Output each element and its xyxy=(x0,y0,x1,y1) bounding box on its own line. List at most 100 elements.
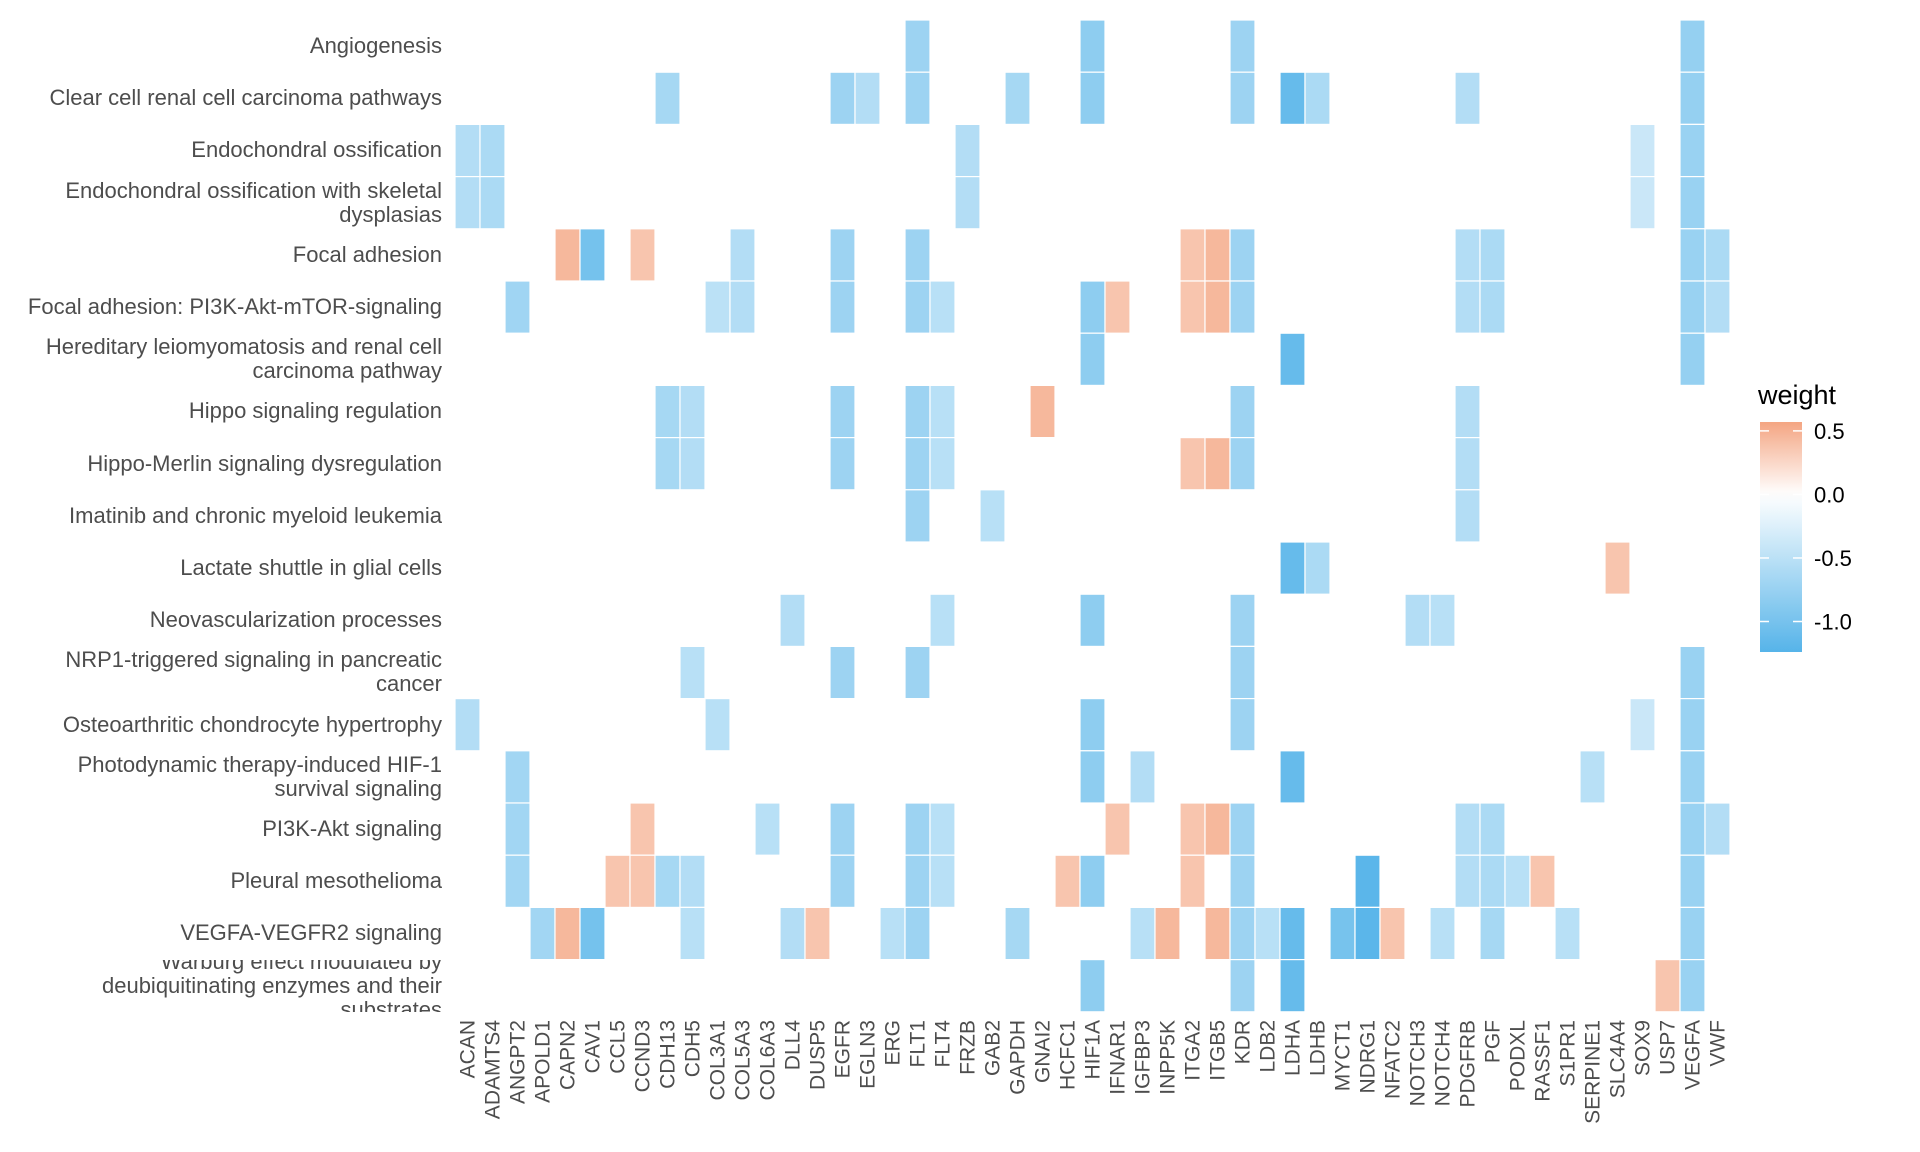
x-tick-label: NOTCH4 xyxy=(1432,1020,1455,1107)
heatmap-cell xyxy=(1279,541,1306,595)
x-tick-label: GAPDH xyxy=(1007,1020,1030,1095)
heatmap-cell xyxy=(1079,697,1106,752)
heatmap-cell xyxy=(579,906,606,961)
heatmap-cell xyxy=(804,906,831,961)
heatmap-cell xyxy=(654,71,681,125)
heatmap-cell xyxy=(1229,906,1256,961)
heatmap-cell xyxy=(1229,437,1256,491)
legend-colorbar xyxy=(1760,422,1802,652)
x-tick-label: NDRG1 xyxy=(1357,1020,1380,1094)
heatmap-cell xyxy=(1454,854,1481,909)
heatmap-cell xyxy=(504,854,531,909)
x-tick-label: CCL5 xyxy=(607,1020,630,1074)
heatmap-cell xyxy=(1079,854,1106,909)
heatmap-cell xyxy=(1454,280,1481,334)
x-tick-label: SOX9 xyxy=(1632,1020,1655,1076)
heatmap-cell xyxy=(479,123,506,178)
heatmap-cell xyxy=(1054,854,1081,909)
heatmap-cell xyxy=(679,437,706,491)
x-tick-label: SERPINE1 xyxy=(1582,1020,1605,1124)
heatmap-cell xyxy=(504,802,531,856)
heatmap-cell xyxy=(1454,384,1481,439)
x-tick-label: VEGFA xyxy=(1682,1020,1705,1090)
heatmap-cell xyxy=(904,71,931,125)
heatmap-cell xyxy=(904,228,931,282)
heatmap-cell xyxy=(1079,280,1106,334)
x-tick-label: PDGFRB xyxy=(1457,1020,1480,1108)
heatmap-cell xyxy=(1279,958,1306,1013)
heatmap-cell xyxy=(679,384,706,439)
heatmap-cell xyxy=(1129,750,1156,804)
heatmap-cell xyxy=(1254,906,1281,961)
heatmap-cell xyxy=(1229,19,1256,73)
heatmap-cell xyxy=(979,489,1006,543)
legend-title: weight xyxy=(1757,380,1837,410)
heatmap-cell xyxy=(1154,906,1181,961)
x-tick-label: CDH5 xyxy=(682,1020,705,1077)
heatmap-cell xyxy=(679,906,706,961)
heatmap-cell xyxy=(1679,228,1706,282)
heatmap-cell xyxy=(1104,280,1131,334)
heatmap-cell xyxy=(1354,854,1381,909)
x-tick-label: HCFC1 xyxy=(1057,1020,1080,1090)
heatmap-cell xyxy=(1229,645,1256,700)
heatmap-cell xyxy=(1179,280,1206,334)
heatmap-cell xyxy=(904,280,931,334)
heatmap-cell xyxy=(1279,332,1306,387)
heatmap-cell xyxy=(504,280,531,334)
x-tick-label: DLL4 xyxy=(782,1020,805,1071)
heatmap-cell xyxy=(654,854,681,909)
x-tick-label: S1PR1 xyxy=(1557,1020,1580,1087)
heatmap-cell xyxy=(779,906,806,961)
x-tick-label: HIF1A xyxy=(1082,1020,1105,1080)
heatmap-cell xyxy=(1079,332,1106,387)
heatmap-cell xyxy=(654,437,681,491)
heatmap-cell xyxy=(1279,906,1306,961)
heatmap-cell xyxy=(1079,593,1106,648)
heatmap-cell xyxy=(629,854,656,909)
heatmap-cell xyxy=(1179,228,1206,282)
heatmap-cell xyxy=(629,228,656,282)
heatmap-cell xyxy=(929,437,956,491)
x-tick-label: PODXL xyxy=(1507,1020,1530,1091)
heatmap-cell xyxy=(904,437,931,491)
x-tick-label: APOLD1 xyxy=(532,1020,555,1103)
x-tick-label: DUSP5 xyxy=(807,1020,830,1090)
heatmap-cell xyxy=(1229,384,1256,439)
heatmap-cell xyxy=(1229,958,1256,1013)
x-tick-label: KDR xyxy=(1232,1020,1255,1064)
legend-tick-label: -0.5 xyxy=(1814,546,1852,571)
heatmap-cell xyxy=(929,854,956,909)
heatmap-cell xyxy=(1679,176,1706,230)
color-legend: weight 0.5 0.0 -0.5 -1.0 xyxy=(1757,380,1852,652)
heatmap-cell xyxy=(1629,176,1656,230)
heatmap-cell xyxy=(1429,906,1456,961)
legend-tick-label: -1.0 xyxy=(1814,610,1852,635)
heatmap-cell xyxy=(1079,750,1106,804)
x-tick-label: LDB2 xyxy=(1257,1020,1280,1073)
heatmap-cell xyxy=(1229,697,1256,752)
x-tick-label: ITGA2 xyxy=(1182,1020,1205,1081)
heatmap-cell xyxy=(904,645,931,700)
heatmap-cell xyxy=(729,228,756,282)
heatmap-cell xyxy=(654,384,681,439)
heatmap-cell xyxy=(1479,228,1506,282)
heatmap-cell xyxy=(1279,71,1306,125)
heatmap-cell xyxy=(1204,802,1231,856)
heatmap-cell xyxy=(829,437,856,491)
heatmap-cell xyxy=(1129,906,1156,961)
x-tick-label: LDHA xyxy=(1282,1020,1305,1076)
heatmap-cell xyxy=(879,906,906,961)
heatmap-cell xyxy=(1354,906,1381,961)
heatmap-cell xyxy=(1079,71,1106,125)
heatmap-cell xyxy=(579,228,606,282)
heatmap-cell xyxy=(554,906,581,961)
x-tick-label: CAV1 xyxy=(582,1020,605,1073)
x-tick-label: COL6A3 xyxy=(757,1020,780,1101)
x-tick-label: CCND3 xyxy=(632,1020,655,1092)
x-tick-label: GNAI2 xyxy=(1032,1020,1055,1083)
heatmap-cell xyxy=(904,802,931,856)
heatmap-cell xyxy=(1654,958,1681,1013)
heatmap-cell xyxy=(504,750,531,804)
x-tick-label: USP7 xyxy=(1657,1020,1680,1075)
